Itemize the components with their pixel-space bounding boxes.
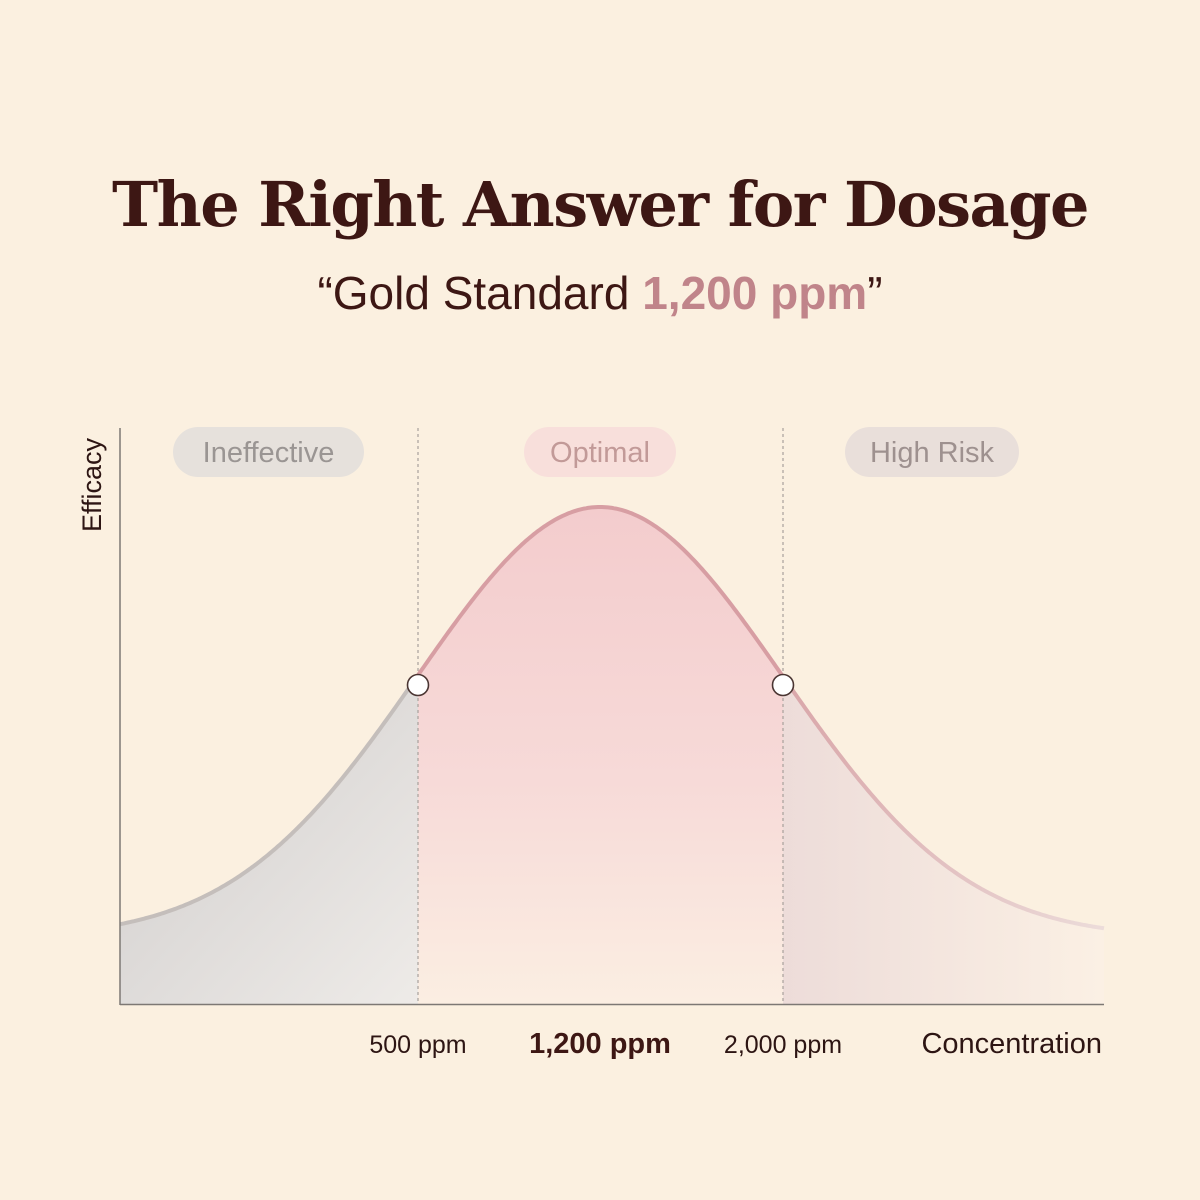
marker-2000ppm	[771, 673, 795, 697]
marker-500ppm	[406, 673, 430, 697]
chart-subtitle: “Gold Standard 1,200 ppm”	[0, 266, 1200, 320]
y-axis-label: Efficacy	[77, 437, 107, 532]
curve-high-risk	[781, 675, 1105, 931]
zone-label-optimal: Optimal	[550, 437, 650, 469]
subtitle-close: ”	[867, 267, 883, 319]
curve-ineffective	[119, 674, 420, 927]
area-high-risk	[783, 676, 1104, 1004]
chart-title: The Right Answer for Dosage	[112, 168, 1089, 241]
zone-label-high-risk: High Risk	[870, 437, 995, 469]
zone-pill-high-risk: High Risk	[845, 427, 1019, 477]
x-tick-500ppm: 500 ppm	[369, 1031, 466, 1059]
zone-pill-optimal: Optimal	[524, 427, 676, 477]
area-optimal	[418, 507, 783, 1004]
area-ineffective	[120, 675, 418, 1004]
zone-pill-ineffective: Ineffective	[173, 427, 364, 477]
x-axis-label: Concentration	[921, 1028, 1102, 1060]
curve-optimal	[416, 505, 785, 678]
x-tick-2000ppm: 2,000 ppm	[724, 1031, 842, 1059]
subtitle-text: “Gold Standard	[317, 267, 643, 319]
zone-label-ineffective: Ineffective	[203, 437, 335, 469]
x-tick-1200ppm: 1,200 ppm	[529, 1028, 671, 1060]
subtitle-highlight: 1,200 ppm	[642, 267, 868, 319]
